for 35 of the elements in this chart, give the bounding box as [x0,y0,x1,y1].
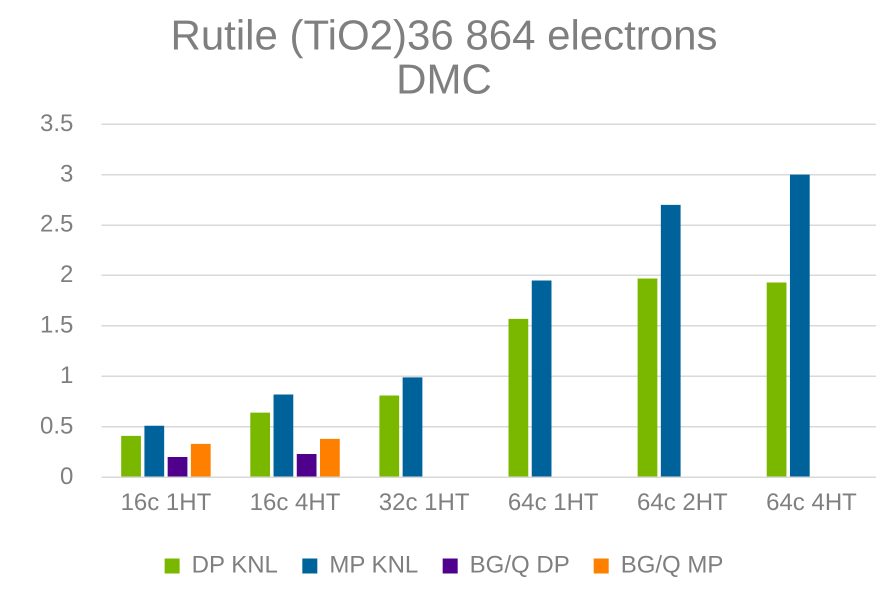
y-tick-label: 2.5 [40,210,74,238]
y-tick-label: 2 [60,261,74,288]
bar [660,204,681,476]
bar [766,282,786,476]
y-tick-label: 0.5 [40,412,74,440]
y-tick-label: 0 [60,462,74,490]
x-tick-label: 64c 4HT [766,489,858,516]
chart-title: Rutile (TiO2)36 864 electrons DMC [170,12,718,103]
bar [121,436,141,476]
x-tick-label: 64c 1HT [508,489,599,516]
bar [250,412,270,476]
legend-label: BG/Q MP [620,552,724,579]
x-tick-label: 64c 2HT [636,489,728,516]
y-tick-label: 3 [60,160,74,188]
bar [790,174,810,476]
bar [638,278,658,476]
y-tick-label: 1.5 [40,312,74,339]
bar [379,396,400,476]
bar [296,454,317,476]
y-tick-label: 3.5 [40,110,74,137]
bar [532,280,552,476]
bar [190,444,211,476]
bar [168,457,188,476]
bar [144,426,164,476]
legend-label: MP KNL [329,552,418,579]
legend-label: DP KNL [192,552,278,579]
bar [320,438,340,476]
y-tick-label: 1 [60,362,74,389]
legend-label: BG/Q DP [470,552,570,579]
bar [274,394,294,476]
x-tick-label: 16c 1HT [120,489,212,516]
bar [508,318,528,476]
x-tick-label: 16c 4HT [250,489,341,516]
x-tick-label: 32c 1HT [378,489,470,516]
bar [402,377,422,476]
